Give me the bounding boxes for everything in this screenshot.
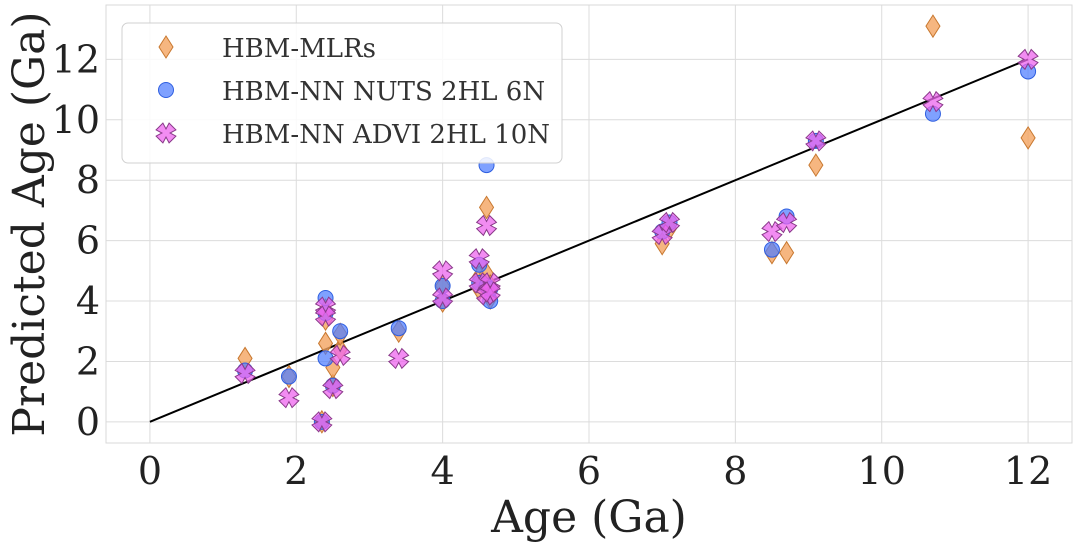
y-tick-label: 4: [76, 279, 100, 323]
data-point-nuts: [390, 320, 407, 337]
legend-box: [121, 22, 563, 164]
legend-marker-mlrs: [158, 35, 174, 59]
data-point-advi: [234, 362, 256, 385]
data-point-mlrs: [478, 195, 495, 220]
data-point-advi: [431, 260, 454, 282]
x-tick-label: 4: [431, 449, 455, 493]
x-tick-label: 2: [284, 449, 308, 493]
data-point-advi: [311, 411, 333, 433]
data-point-advi: [314, 305, 337, 327]
legend: HBM-MLRs HBM-NN NUTS 2HL 6N HBM-NN ADVI …: [121, 22, 563, 164]
data-point-advi: [322, 377, 344, 400]
data-point-advi: [387, 347, 410, 370]
legend-marker-nuts: [158, 82, 174, 98]
x-tick-label: 10: [858, 449, 906, 493]
data-point-advi: [278, 386, 300, 409]
y-tick-labels: 0 2 4 6 8 10 12: [52, 37, 100, 443]
plot-frame: [105, 4, 1073, 444]
y-tick-label: 0: [76, 400, 100, 444]
x-tick-label: 0: [138, 449, 162, 493]
y-tick-label: 6: [76, 219, 100, 263]
data-point-advi: [805, 130, 827, 152]
data-point-advi: [479, 281, 501, 303]
data-point-mlrs: [778, 240, 795, 265]
legend-label-nuts: HBM-NN NUTS 2HL 6N: [222, 77, 545, 107]
data-point-advi: [658, 211, 681, 234]
legend-markers: [155, 35, 177, 144]
identity-line: [149, 58, 1029, 423]
legend-label-advi: HBM-NN ADVI 2HL 10N: [222, 120, 550, 150]
data-point-advi: [775, 211, 798, 234]
y-axis-label: Predicted Age (Ga): [4, 11, 55, 436]
data-point-advi: [761, 220, 783, 243]
x-tick-label: 8: [723, 449, 747, 493]
x-tick-label: 12: [1004, 449, 1052, 493]
data-point-mlrs: [925, 14, 941, 39]
legend-label-mlrs: HBM-MLRs: [222, 34, 376, 64]
y-tick-label: 10: [52, 98, 100, 142]
data-point-nuts: [332, 323, 349, 340]
y-tick-label: 2: [76, 339, 100, 383]
legend-marker-advi: [155, 122, 177, 144]
x-tick-labels: 0 2 4 6 8 10 12: [138, 449, 1052, 493]
y-tick-label: 12: [52, 37, 100, 81]
data-point-advi: [431, 287, 454, 309]
data-point-nuts: [280, 368, 297, 385]
data-point-advi: [922, 90, 944, 113]
x-tick-label: 6: [577, 449, 601, 493]
grid-lines: [106, 5, 1072, 443]
data-point-mlrs: [808, 153, 824, 178]
data-point-nuts: [763, 241, 780, 258]
data-point-advi: [468, 248, 490, 270]
x-axis-label: Age (Ga): [490, 492, 687, 543]
data-point-mlrs: [1020, 125, 1036, 150]
data-point-advi: [329, 344, 351, 367]
data-point-advi: [1017, 48, 1039, 71]
y-tick-label: 8: [76, 158, 100, 202]
data-point-advi: [475, 214, 498, 237]
